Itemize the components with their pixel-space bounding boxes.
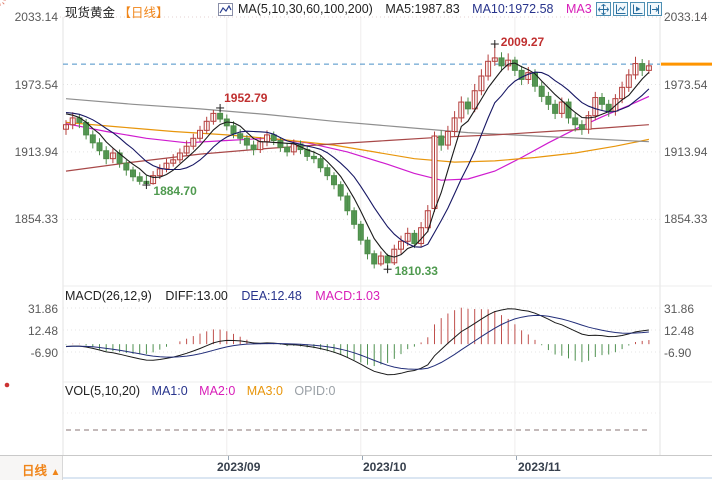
month-tick <box>516 456 517 460</box>
ma-legend: MA(5,10,30,60,100,200) MA5:1987.83 MA10:… <box>238 2 592 16</box>
period-badge: 【日线】 <box>118 6 169 20</box>
annotation-price-label: 2009.27 <box>501 35 545 49</box>
macd-legend: MACD(26,12,9) DIFF:13.00 DEA:12.48 MACD:… <box>65 289 380 303</box>
vol-params: VOL(5,10,20) <box>65 384 141 398</box>
ma60-line <box>65 121 650 163</box>
chart-play-icon[interactable] <box>630 2 645 16</box>
vol-opid-value: OPID:0 <box>294 384 336 398</box>
price-label-left-1: 2033.14 <box>14 10 58 24</box>
period-tab[interactable]: 日线 ▲ <box>0 456 63 480</box>
vol-ma2-value: MA2:0 <box>199 384 236 398</box>
diff-value: DIFF:13.00 <box>165 289 228 303</box>
annotation-price-label: 1810.33 <box>395 264 439 278</box>
macd-label-right-2: 12.48 <box>664 324 695 338</box>
step-forward-icon[interactable] <box>647 2 662 16</box>
vol-ma3-value: MA3:0 <box>246 384 283 398</box>
annotation-low: 1810.33 <box>395 264 439 278</box>
chart-scale-icon[interactable] <box>613 2 628 16</box>
price-label-left-2: 1973.54 <box>14 78 58 92</box>
month-tick <box>228 456 229 460</box>
crosshair-move-icon[interactable] <box>596 2 611 16</box>
price-label-right-1: 2033.14 <box>664 10 708 24</box>
vol-legend: VOL(5,10,20) MA1:0 MA2:0 MA3:0 OPID:0 <box>65 384 335 398</box>
macd-label-left-3: -6.90 <box>30 346 58 360</box>
chart-toolbar <box>596 2 662 16</box>
triangle-up-icon: ▲ <box>50 467 61 478</box>
vol-ma1-value: MA1:0 <box>151 384 188 398</box>
candlestick-series <box>63 57 652 265</box>
ma5-value: MA5:1987.83 <box>385 2 460 16</box>
ma10-line <box>65 71 650 248</box>
annotation-high: 2009.27 <box>501 35 545 49</box>
price-label-right-2: 1973.54 <box>664 78 708 92</box>
ma100-line <box>65 98 649 143</box>
ma10-value: MA10:1972.58 <box>472 2 554 16</box>
price-label-left-3: 1913.94 <box>14 145 58 159</box>
macd-label-left-1: 31.86 <box>27 302 58 316</box>
month-tick <box>362 456 363 460</box>
price-label-right-4: 1854.33 <box>664 212 708 226</box>
macd-value: MACD:1.03 <box>315 289 380 303</box>
date-label-oct: 2023/10 <box>363 460 407 474</box>
sun-marker-icon <box>4 382 10 388</box>
macd-label-left-2: 12.48 <box>27 324 58 338</box>
annotation-price-label: 1952.79 <box>224 91 268 105</box>
time-axis-bar: 日线 ▲ 2023/09 2023/10 2023/11 <box>0 455 712 480</box>
macd-params: MACD(26,12,9) <box>65 289 152 303</box>
price-label-left-4: 1854.33 <box>14 212 58 226</box>
instrument-name: 现货黄金 <box>65 6 116 20</box>
line-chart-icon[interactable] <box>218 3 233 16</box>
diff-line <box>65 308 649 376</box>
dea-line <box>65 314 649 370</box>
bottom-scroll-strip[interactable] <box>63 477 712 479</box>
ma-legend-params: MA(5,10,30,60,100,200) <box>238 2 373 16</box>
annotation-price-label: 1884.70 <box>153 184 197 198</box>
period-tab-label: 日线 ▲ <box>22 464 61 478</box>
ma5-line <box>65 62 650 258</box>
macd-label-right-3: -6.90 <box>664 346 692 360</box>
ma30-value-truncated: MA3 <box>565 2 592 16</box>
macd-label-right-1: 31.86 <box>664 302 695 316</box>
page-title: 现货黄金 【日线】 <box>65 2 169 21</box>
date-label-sep: 2023/09 <box>217 460 261 474</box>
dea-value: DEA:12.48 <box>241 289 302 303</box>
annotation-low: 1884.70 <box>153 184 197 198</box>
date-label-nov: 2023/11 <box>518 460 561 474</box>
price-label-right-3: 1913.94 <box>664 145 708 159</box>
ma200-line <box>65 124 649 172</box>
annotation-high: 1952.79 <box>224 91 268 105</box>
